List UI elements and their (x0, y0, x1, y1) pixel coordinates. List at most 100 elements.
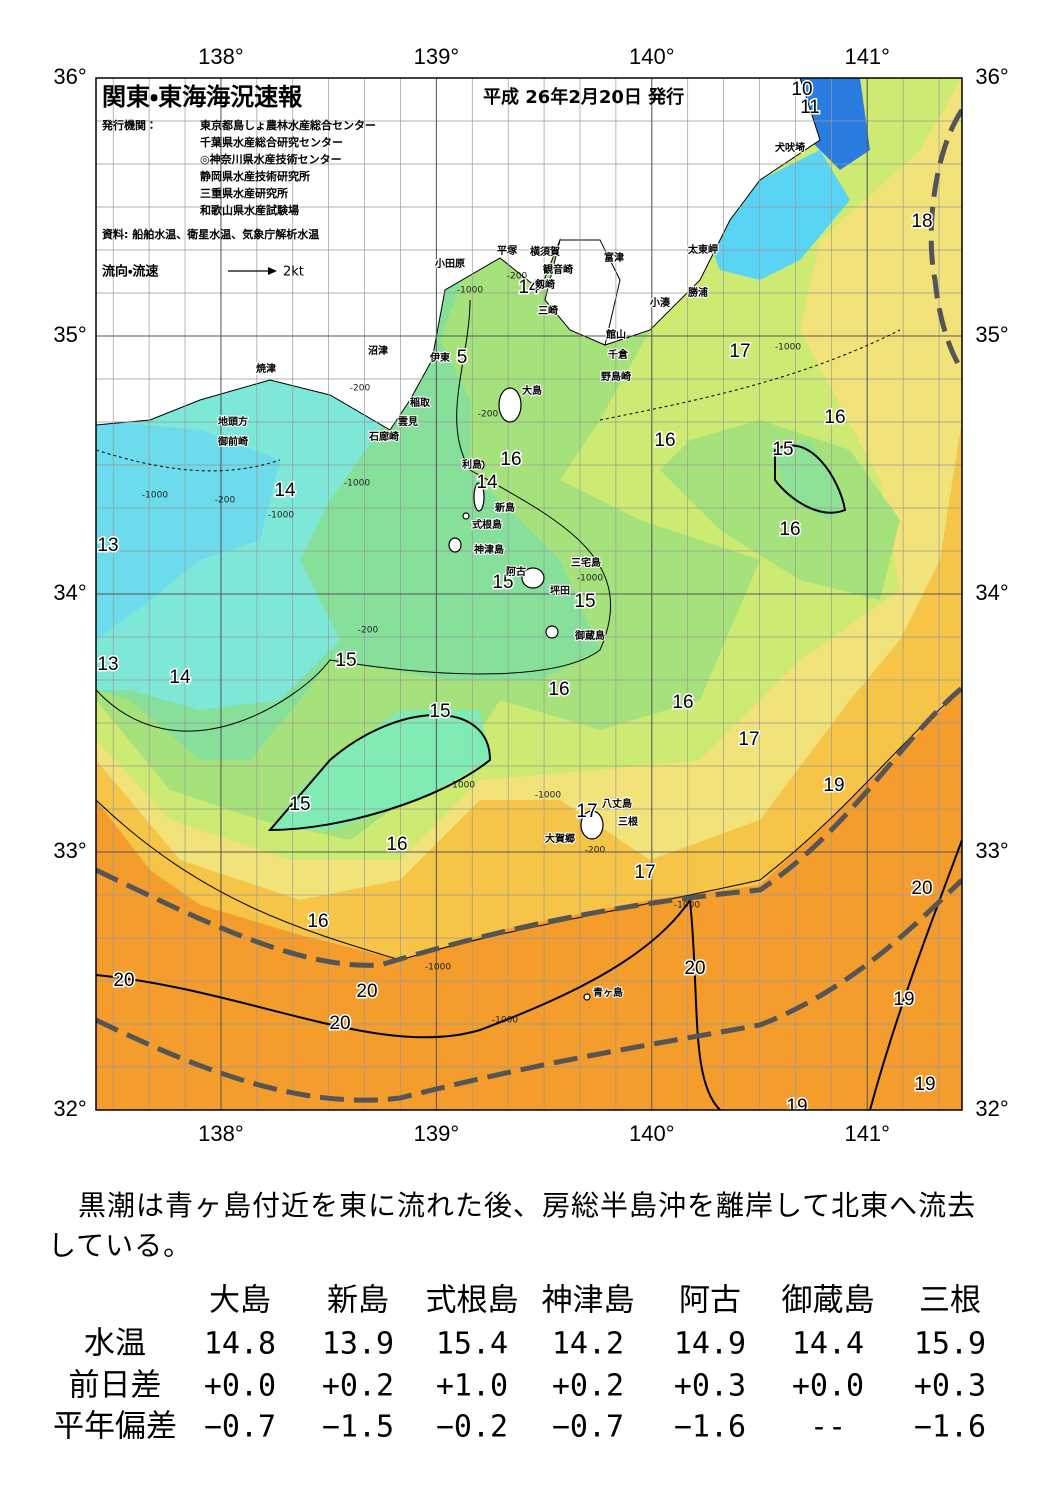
place-name: 阿古 (506, 565, 526, 578)
contour-label: 19 (914, 1074, 935, 1095)
contour-label: 17 (729, 341, 750, 362)
contour-label: 16 (548, 679, 569, 700)
place-name: 勝浦 (688, 286, 708, 299)
lon-tick-label: 138° (198, 44, 244, 69)
legend-label: 流向・流速 (102, 264, 158, 280)
kuroshio-path (96, 108, 962, 1103)
lon-tick-label: 140° (629, 44, 675, 69)
lat-tick-label: 33° (975, 838, 1008, 863)
cell: 14.9 (674, 1327, 746, 1362)
contour-label: 20 (911, 878, 932, 899)
column-header: 三根 (919, 1283, 981, 1319)
contour-label: 14 (274, 480, 296, 501)
place-name: 剱崎 (534, 278, 555, 291)
place-name: 三根 (618, 815, 639, 828)
depth-label: -1000 (142, 491, 168, 501)
publisher-label: 発行機関： (101, 118, 157, 132)
place-name: 館山 (605, 328, 626, 341)
contour-label: 10 (791, 79, 812, 100)
cell: +0.0 (204, 1369, 276, 1404)
contour-label: 20 (329, 1013, 350, 1034)
cell: −0.7 (204, 1410, 276, 1445)
place-name: 三崎 (538, 304, 558, 317)
place-name: 小田原 (434, 257, 465, 270)
lon-tick-label: 141° (844, 44, 890, 69)
place-name: 青ヶ島 (593, 986, 623, 999)
depth-label: -1000 (457, 286, 483, 296)
contour-label: 15 (289, 794, 310, 815)
place-name: 御蔵島 (574, 629, 605, 642)
place-name: 大島 (522, 384, 542, 397)
contour-label: 16 (500, 449, 521, 470)
place-name: 千倉 (608, 348, 629, 361)
contour-label: 17 (738, 729, 759, 750)
legend-speed: 2kt (283, 265, 304, 280)
place-name: 富津 (604, 251, 624, 264)
map-frame (95, 77, 963, 1111)
cell: −0.7 (552, 1410, 624, 1445)
contour-label: 16 (779, 519, 800, 540)
contour-label: 16 (672, 692, 693, 713)
place-name: 八丈島 (602, 797, 632, 810)
column-header: 新島 (327, 1283, 389, 1319)
contour-label: 16 (654, 430, 675, 451)
place-name: 沼津 (368, 344, 388, 357)
publisher: 東京都島しょ農林水産総合センター (200, 118, 376, 132)
contour-label: 20 (113, 970, 134, 991)
place-name: 大賀郷 (545, 832, 575, 845)
place-name: 稲取 (410, 396, 431, 409)
contour-label: 13 (97, 535, 118, 556)
cell: −1.6 (914, 1410, 986, 1445)
lat-tick-label: 34° (975, 580, 1008, 605)
lon-tick-label: 138° (198, 1121, 244, 1146)
cell: −1.6 (674, 1410, 746, 1445)
lon-tick-label: 141° (844, 1121, 890, 1146)
publisher: 和歌山県水産試験場 (200, 203, 299, 217)
publisher: ◎神奈川県水産技術センター (200, 152, 342, 166)
contour-label: 20 (356, 981, 377, 1002)
contour-label: 5 (457, 347, 468, 368)
cell: 14.8 (204, 1327, 276, 1362)
cell: −0.2 (436, 1410, 508, 1445)
depth-label: -1000 (268, 511, 294, 521)
lat-tick-label: 36° (975, 64, 1008, 89)
cell: +0.3 (674, 1369, 746, 1404)
lat-tick-label: 34° (53, 580, 86, 605)
lon-tick-label: 139° (414, 1121, 460, 1146)
place-name: 石廊崎 (368, 430, 399, 443)
lat-tick-label: 35° (53, 322, 86, 347)
place-name: 焼津 (256, 362, 276, 375)
depth-label: -200 (358, 626, 379, 636)
legend-arrowhead (268, 267, 277, 275)
place-name: 雲見 (398, 416, 418, 428)
contour-label: 16 (824, 407, 845, 428)
depth-label: -200 (585, 846, 606, 856)
place-name: 地頭方 (218, 415, 248, 428)
contour-label: 20 (684, 958, 705, 979)
place-name: 観音崎 (543, 263, 573, 276)
summary-text: 黒潮は青ヶ島付近を東に流れた後、房総半島沖を離岸して北東へ流去している。 (48, 1189, 977, 1262)
publisher: 千葉県水産総合研究センター (200, 135, 343, 149)
place-name: 太東岬 (687, 243, 718, 256)
depth-label: -1000 (535, 791, 561, 801)
map-title: 関東・東海海況速報 (102, 83, 303, 111)
depth-label: -1000 (425, 963, 451, 973)
header: 関東・東海海況速報 平成 26年2月20日 発行 発行機関： 東京都島しょ農林水… (101, 83, 684, 280)
place-name: 小湊 (649, 296, 671, 309)
column-header: 阿古 (679, 1283, 741, 1319)
contour-label: 17 (576, 801, 597, 822)
map: 1011181716151616161414131515131415161615… (53, 44, 1008, 1146)
place-name: 横須賀 (530, 245, 560, 258)
column-header: 式根島 (426, 1283, 519, 1319)
contour-label: 19 (893, 989, 914, 1010)
lon-tick-label: 140° (629, 1121, 675, 1146)
place-name: 神津島 (473, 543, 504, 556)
cell: 14.2 (552, 1327, 624, 1362)
cell: +0.2 (322, 1369, 394, 1404)
publisher: 静岡県水産技術研究所 (200, 169, 310, 183)
lat-tick-label: 35° (975, 322, 1008, 347)
lat-tick-label: 33° (53, 838, 86, 863)
place-name: 犬吠埼 (775, 141, 805, 154)
depth-label: -200 (350, 384, 371, 394)
cell: 15.9 (914, 1327, 986, 1362)
